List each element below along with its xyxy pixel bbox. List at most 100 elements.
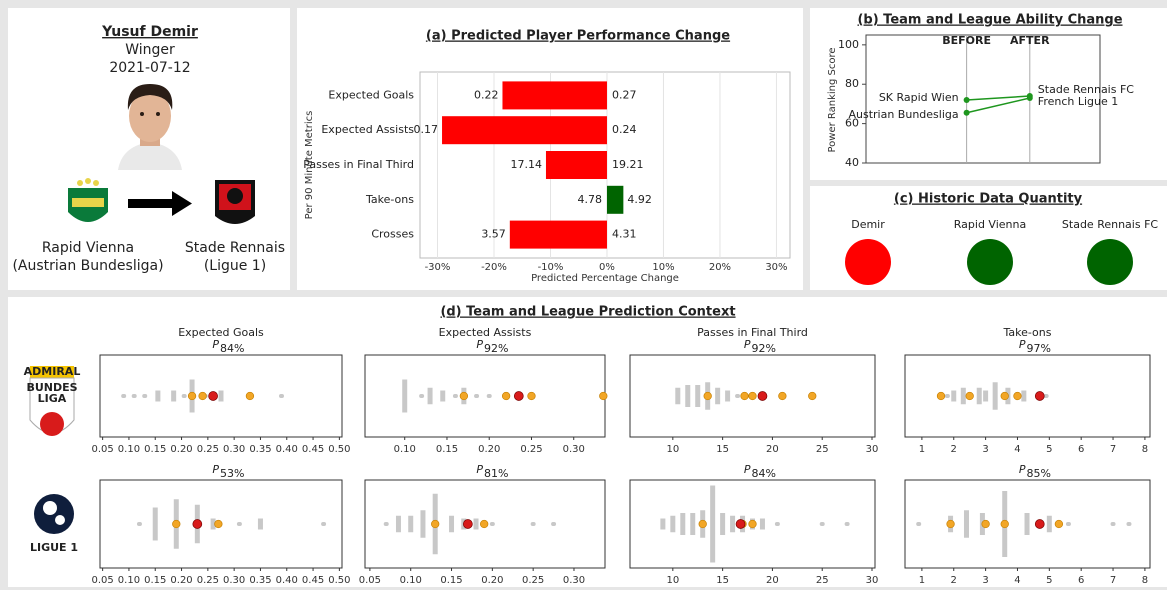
other-player — [720, 513, 726, 535]
x-tick-label: 25 — [816, 444, 829, 455]
x-tick-label: 8 — [1142, 575, 1148, 586]
team-player — [965, 391, 974, 401]
ligue1-logo — [34, 494, 74, 534]
other-player — [419, 394, 425, 398]
team-player — [459, 391, 469, 401]
team-player — [480, 519, 489, 529]
other-player — [819, 522, 825, 526]
context-title: (d) Team and League Prediction Context — [440, 305, 735, 320]
x-tick-label: 0.15 — [144, 575, 166, 586]
percentile-value: 81% — [484, 467, 508, 480]
x-tick-label: 3 — [982, 575, 988, 586]
team-player — [808, 391, 817, 401]
other-player — [1021, 390, 1027, 402]
y-tick-label: Passes in Final Third — [303, 158, 414, 171]
team-player — [936, 391, 946, 401]
other-player — [321, 522, 327, 526]
team-player — [1054, 519, 1064, 529]
other-player — [489, 522, 495, 526]
other-player — [427, 387, 433, 405]
target-player — [735, 519, 746, 529]
from-club: Rapid Vienna — [42, 240, 134, 256]
x-tick-label: 10% — [652, 262, 674, 273]
team-player — [198, 391, 207, 401]
other-player — [210, 518, 216, 530]
other-player — [131, 394, 137, 398]
other-player — [685, 385, 691, 407]
percentile-value: 92% — [484, 342, 508, 355]
x-tick-label: 3 — [982, 444, 988, 455]
other-player — [725, 390, 731, 402]
x-tick-label: 15 — [716, 444, 729, 455]
historic-label: Rapid Vienna — [954, 218, 1026, 231]
team-player — [431, 519, 440, 529]
player-name: Yusuf Demir — [101, 24, 198, 40]
x-tick-label: -10% — [538, 262, 564, 273]
point — [963, 109, 970, 116]
y-tick-label: Expected Goals — [328, 88, 414, 101]
x-tick-label: 0.45 — [302, 444, 324, 455]
from-league: (Austrian Bundesliga) — [12, 258, 163, 274]
team-player — [740, 391, 749, 401]
x-tick-label: 25 — [816, 575, 829, 586]
y-axis-label: Per 90 Minute Metrics — [304, 111, 315, 220]
other-player — [155, 390, 161, 402]
point-label: SK Rapid Wien — [879, 91, 959, 104]
logo-text: ADMIRAL — [24, 365, 81, 378]
other-player — [695, 385, 701, 407]
x-tick-label: 6 — [1078, 575, 1084, 586]
other-player — [402, 379, 408, 413]
percentile-value: 84% — [220, 342, 244, 355]
y-tick-label: 40 — [845, 156, 859, 169]
predicted-label: 0.22 — [474, 88, 499, 101]
x-tick-label: 10 — [666, 575, 679, 586]
column-title: Passes in Final Third — [697, 326, 808, 339]
historic-label: Demir — [851, 218, 885, 231]
other-player — [473, 518, 479, 530]
team-player — [214, 519, 223, 529]
percentile-value: 84% — [752, 467, 776, 480]
x-tick-label: 0.30 — [563, 444, 585, 455]
predicted-label: 4.92 — [627, 193, 652, 206]
other-player — [1110, 522, 1116, 526]
x-tick-label: 0.30 — [223, 575, 245, 586]
logo-text: BUNDES — [26, 381, 77, 394]
series-line — [966, 95, 1030, 101]
x-tick-label: 0.35 — [249, 575, 271, 586]
other-player — [916, 522, 922, 526]
percentile-symbol: P — [744, 338, 751, 351]
other-player — [383, 522, 389, 526]
column-title: Expected Goals — [178, 326, 264, 339]
x-tick-label: 4 — [1014, 444, 1020, 455]
x-tick-label: 5 — [1046, 444, 1052, 455]
target-player — [1034, 391, 1045, 401]
transfer-date: 2021-07-12 — [109, 60, 190, 76]
bar — [509, 220, 607, 249]
x-tick-label: 0.05 — [91, 575, 113, 586]
x-tick-label: 0.15 — [144, 444, 166, 455]
current-label: 0.24 — [612, 123, 637, 136]
other-player — [395, 515, 401, 533]
plot-area — [364, 354, 606, 438]
percentile-symbol: P — [1019, 338, 1026, 351]
other-player — [236, 522, 242, 526]
x-tick-label: 0.40 — [276, 575, 298, 586]
logo-text: LIGUE 1 — [30, 541, 78, 554]
y-tick-label: 100 — [838, 38, 859, 51]
category-label: AFTER — [1010, 34, 1050, 47]
other-player — [976, 387, 982, 405]
other-player — [1065, 522, 1071, 526]
other-player — [1024, 513, 1030, 535]
other-player — [844, 522, 850, 526]
x-tick-label: -30% — [425, 262, 451, 273]
other-player — [774, 522, 780, 526]
other-player — [660, 518, 666, 530]
team-player — [187, 391, 197, 401]
team-player — [703, 391, 712, 401]
team-player — [1013, 391, 1022, 401]
other-player — [408, 515, 414, 533]
team-player — [527, 391, 536, 401]
historic-label: Stade Rennais FC — [1062, 218, 1158, 231]
to-league: (Ligue 1) — [204, 258, 266, 274]
rennes-crest — [215, 180, 255, 224]
